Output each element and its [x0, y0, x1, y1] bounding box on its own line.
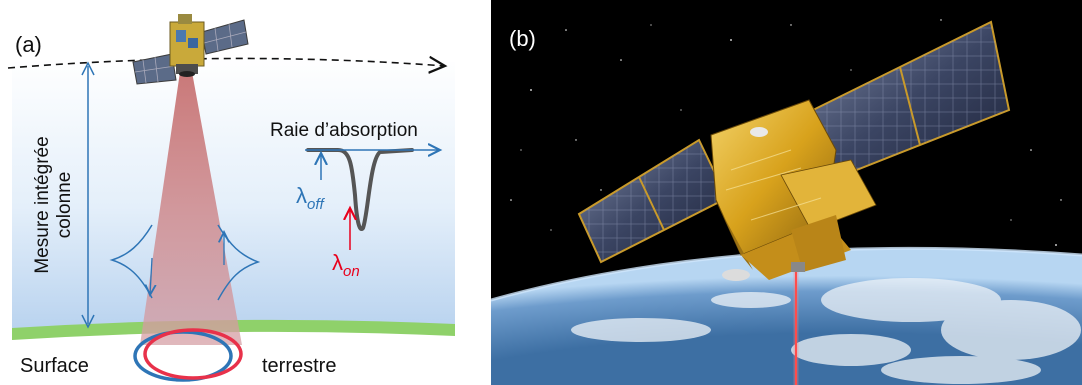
column-label-line2: colonne — [54, 172, 75, 239]
satellite-render-svg: (b) — [491, 0, 1082, 385]
panel-b-satellite-image: (b) — [491, 0, 1082, 385]
schematic-svg: (a) Mesure intégrée colonne Raie d’absor… — [7, 14, 455, 382]
lambda-off-label: λoff — [296, 183, 326, 213]
surface-label-right: terrestre — [262, 355, 336, 377]
panel-b-label: (b) — [509, 26, 536, 51]
panel-a-label: (a) — [15, 32, 42, 57]
footprint-on-ellipse — [143, 328, 243, 380]
satellite-body — [710, 99, 877, 281]
column-label-line1: Mesure intégrée — [32, 136, 53, 273]
absorption-line-title: Raie d’absorption — [270, 120, 418, 141]
lambda-on-label: λon — [332, 250, 360, 280]
absorption-line-curve — [306, 148, 414, 231]
orbit-path — [7, 58, 445, 68]
atmosphere-layer — [12, 57, 455, 330]
panel-a-schematic: (a) Mesure intégrée colonne Raie d’absor… — [0, 0, 470, 385]
laser-beam-cone — [140, 72, 242, 345]
clouds — [571, 278, 1081, 384]
backscatter-lobe-left — [109, 224, 153, 299]
surface-label-left: Surface — [20, 355, 89, 377]
solar-array-right — [807, 20, 1011, 182]
satellite-icon — [132, 14, 249, 85]
